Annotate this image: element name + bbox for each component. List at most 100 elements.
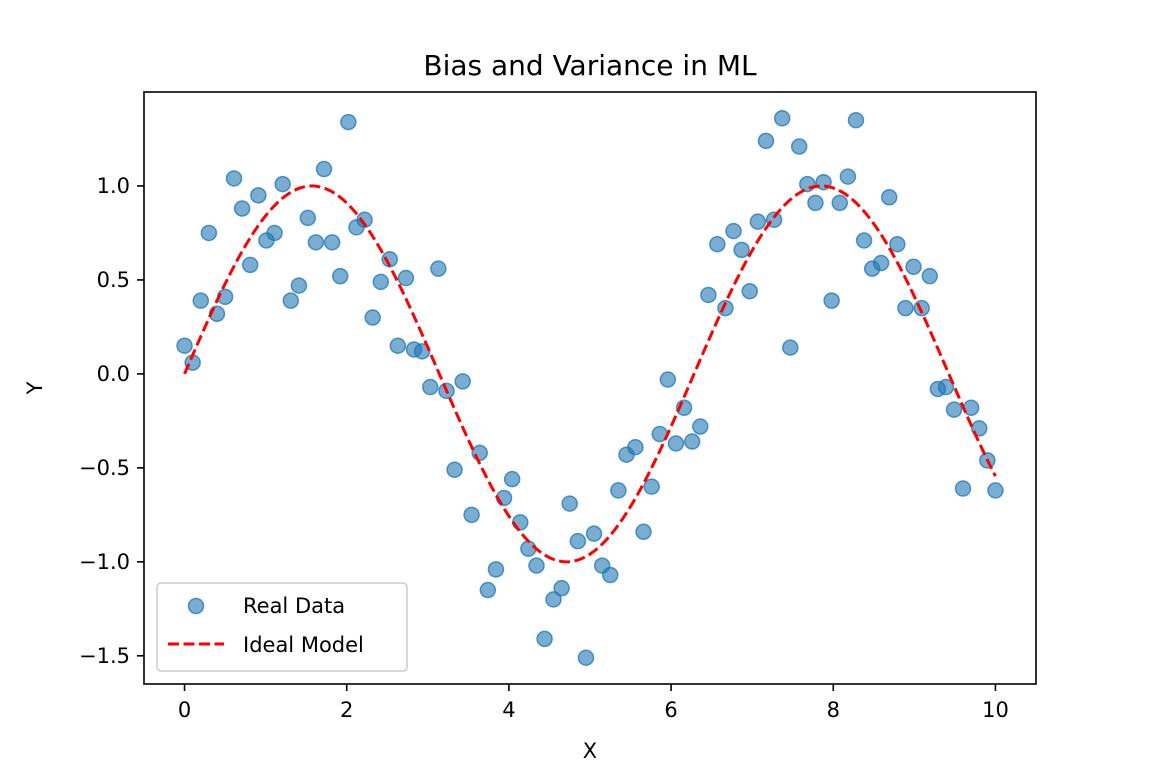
data-point	[192, 292, 210, 309]
data-point	[176, 337, 193, 354]
legend-marker-real-data	[187, 597, 205, 615]
data-point	[372, 273, 390, 291]
data-point	[528, 557, 545, 574]
data-point	[725, 222, 742, 240]
data-point	[700, 286, 717, 304]
x-tick-label: 2	[340, 698, 353, 722]
data-point	[667, 435, 685, 452]
data-point	[807, 194, 824, 212]
data-point	[479, 581, 497, 599]
data-point	[487, 561, 505, 578]
data-point	[962, 399, 980, 416]
data-point	[733, 241, 750, 259]
data-point	[307, 234, 325, 251]
y-tick-label: −1.0	[79, 550, 130, 574]
x-axis-ticks: 0 2 4 6 8 10	[178, 684, 1009, 722]
y-tick-label: 0.0	[97, 362, 130, 386]
data-point	[250, 187, 267, 204]
legend: Real Data Ideal Model	[156, 582, 408, 672]
data-point	[782, 339, 799, 356]
data-point	[503, 470, 521, 488]
data-point	[889, 235, 906, 253]
data-point	[954, 480, 972, 497]
data-point	[561, 495, 578, 512]
legend-label-ideal-model: Ideal Model	[243, 633, 364, 657]
data-point	[282, 292, 300, 309]
data-point	[430, 260, 447, 277]
data-point	[937, 378, 955, 396]
data-point	[872, 254, 890, 272]
data-point	[454, 373, 471, 390]
x-tick-label: 8	[827, 698, 840, 722]
data-point	[356, 211, 373, 229]
data-point	[340, 113, 357, 131]
data-point	[553, 579, 570, 597]
y-axis-ticks: −1.5 −1.0 −0.5 0.0 0.5 1.0	[79, 174, 144, 668]
data-point	[897, 299, 914, 317]
data-point	[741, 282, 758, 300]
data-point	[536, 630, 553, 648]
data-point	[520, 540, 537, 557]
x-tick-label: 0	[178, 698, 191, 722]
data-point	[446, 461, 463, 479]
data-point	[290, 277, 308, 294]
data-point	[315, 160, 333, 178]
ideal-model-line	[183, 184, 997, 564]
data-point	[463, 506, 480, 524]
data-point	[945, 401, 963, 418]
data-point	[643, 478, 660, 495]
data-point	[627, 438, 644, 456]
data-point	[422, 378, 439, 396]
data-point	[569, 532, 587, 550]
y-tick-label: 0.5	[97, 268, 130, 292]
y-tick-label: −1.5	[79, 644, 130, 668]
data-point	[471, 444, 488, 462]
data-point	[266, 224, 283, 242]
data-point	[389, 337, 407, 354]
x-tick-label: 6	[664, 698, 677, 722]
data-point	[839, 168, 857, 185]
data-point	[799, 175, 816, 193]
legend-label-real-data: Real Data	[243, 594, 345, 618]
data-point	[692, 418, 709, 435]
data-point	[577, 649, 595, 666]
data-point	[823, 292, 840, 309]
data-point	[683, 433, 701, 450]
y-tick-label: −0.5	[79, 456, 130, 480]
data-point	[299, 209, 317, 227]
data-point	[397, 269, 415, 287]
data-point	[225, 170, 243, 187]
data-point	[659, 371, 677, 388]
x-tick-label: 10	[982, 698, 1009, 722]
data-point	[610, 482, 627, 499]
data-point	[323, 234, 341, 251]
data-point	[855, 232, 873, 249]
chart-title: Bias and Variance in ML	[423, 49, 757, 82]
data-point	[364, 309, 381, 326]
x-axis-label: X	[583, 739, 597, 763]
data-point	[987, 482, 1004, 499]
data-point	[905, 258, 922, 276]
data-point	[880, 188, 898, 206]
data-point	[331, 267, 349, 285]
plot-frame	[143, 91, 1037, 685]
y-tick-label: 1.0	[97, 174, 130, 198]
data-point	[241, 256, 259, 274]
model-lines	[183, 184, 997, 564]
data-point	[773, 110, 791, 127]
data-point	[200, 224, 218, 242]
data-point	[921, 267, 939, 285]
data-point	[635, 523, 652, 541]
data-point	[585, 525, 603, 542]
data-point	[790, 138, 808, 155]
data-point	[274, 175, 291, 193]
data-point	[413, 343, 431, 360]
data-point	[545, 591, 562, 608]
data-point	[847, 111, 865, 129]
scatter-points	[176, 110, 1004, 666]
data-point	[831, 194, 849, 212]
data-point	[233, 200, 251, 217]
data-point	[749, 213, 767, 230]
data-point	[709, 235, 726, 253]
